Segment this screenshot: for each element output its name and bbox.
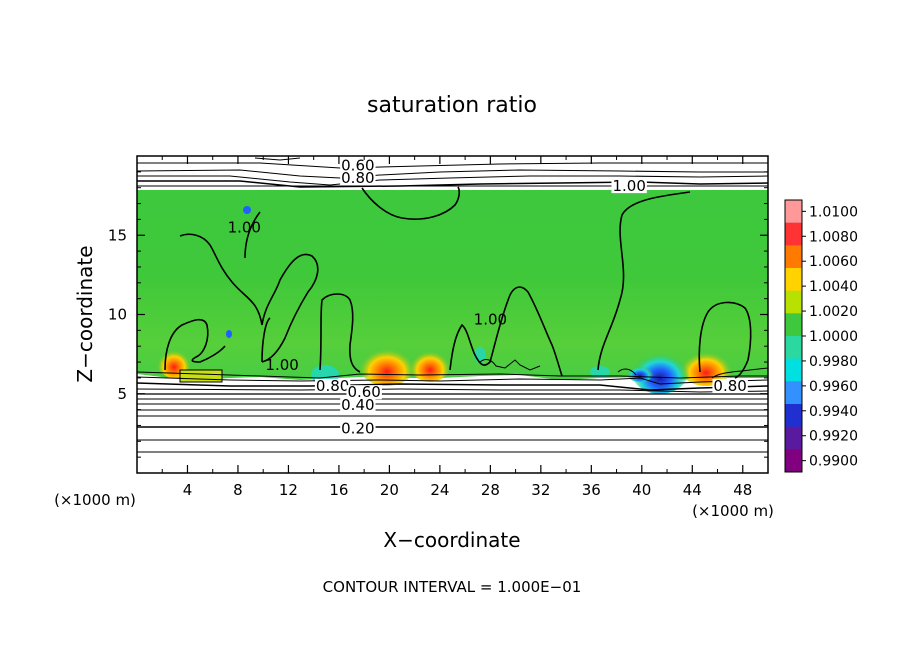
colorbar-swatch <box>785 381 802 405</box>
y-axis: 5 10 15 <box>108 171 768 458</box>
lower-contours <box>137 358 768 453</box>
x-tick-label: 8 <box>233 481 243 499</box>
x-tick-label: 4 <box>183 481 193 499</box>
colorbar-swatch <box>785 290 802 314</box>
x-axis-unit-right: (×1000 m) <box>692 502 774 520</box>
colorbar-label: 1.0020 <box>809 304 858 320</box>
x-tick-label: 36 <box>582 481 601 499</box>
contour-label-halo <box>340 171 376 186</box>
colorbar-swatch <box>785 404 802 428</box>
colorbar-swatch <box>785 449 802 473</box>
colorbar-swatch <box>785 313 802 337</box>
x-tick-label: 32 <box>531 481 550 499</box>
contour-label: 0.80 <box>316 377 349 395</box>
contour-label: 0.80 <box>713 377 746 395</box>
colorbar-label: 0.9940 <box>809 404 858 420</box>
colorbar-swatch <box>785 245 802 269</box>
contour-label: 0.40 <box>341 396 374 414</box>
contour-label: 0.60 <box>347 383 380 401</box>
saturation-field <box>137 190 768 382</box>
colorbar-label: 1.0060 <box>809 254 858 270</box>
plot-area <box>137 156 768 473</box>
cyan-patch <box>590 366 610 378</box>
yellow-cell <box>180 370 222 382</box>
x-tick-label: 40 <box>632 481 651 499</box>
contour-label: 1.00 <box>612 177 645 195</box>
contour-label: 1.00 <box>474 310 507 328</box>
saturation-contours <box>164 186 752 379</box>
colorbar-swatch <box>785 426 802 450</box>
contour-label-halo <box>340 158 376 173</box>
colorbar-swatch <box>785 222 802 246</box>
contour-label-halo <box>611 179 647 194</box>
x-tick-label: 28 <box>481 481 500 499</box>
cyan-patch <box>226 330 232 338</box>
contour-label: 0.20 <box>341 420 374 438</box>
y-axis-label: Z−coordinate <box>73 245 97 382</box>
contour-label-halo <box>314 378 351 393</box>
colorbar-label: 0.9920 <box>809 429 858 445</box>
x-tick-label: 16 <box>329 481 348 499</box>
x-tick-label: 20 <box>380 481 399 499</box>
contour-label-halo <box>346 385 382 400</box>
x-tick-label: 24 <box>430 481 449 499</box>
supersaturation-cell <box>678 342 734 386</box>
contour-labels: 0.600.80 1.001.001.001.000.800.600.400.20… <box>228 157 748 438</box>
colorbar-label: 1.0100 <box>809 204 858 220</box>
contour-label-halo <box>712 378 748 393</box>
colorbar-label: 0.9960 <box>809 379 858 395</box>
y-tick-label: 15 <box>108 226 127 244</box>
colorbar: 1.0100 1.0080 1.0060 1.0040 1.0020 1.0000 0.99… <box>784 199 858 473</box>
colorbar-label: 1.0000 <box>809 329 858 345</box>
contour-label: 0.80 <box>341 169 374 187</box>
y-tick-label: 10 <box>108 306 127 324</box>
colorbar-swatch <box>785 200 802 224</box>
colorbar-label: 0.9900 <box>809 454 858 470</box>
contour-label-halo <box>340 397 376 412</box>
subsaturation-cell <box>626 362 654 382</box>
colorbar-label: 1.0040 <box>809 279 858 295</box>
y-tick-label: 5 <box>117 385 127 403</box>
contour-label: 1.00 <box>265 356 298 374</box>
colorbar-label: 1.0080 <box>809 229 858 245</box>
contour-label-halo <box>340 421 376 436</box>
x-tick-label: 12 <box>279 481 298 499</box>
colorbar-swatch <box>785 268 802 292</box>
x-axis-label: X−coordinate <box>383 528 520 552</box>
x-tick-label: 44 <box>683 481 702 499</box>
x-tick-label: 48 <box>733 481 752 499</box>
cyan-patch <box>243 206 251 214</box>
colorbar-swatch <box>785 336 802 360</box>
colorbar-swatch <box>785 358 802 382</box>
colorbar-label: 0.9980 <box>809 354 858 370</box>
x-axis: 4 8 12 16 20 24 28 32 36 40 44 48 <box>161 156 752 499</box>
contour-label: 1.00 <box>228 218 261 236</box>
supersaturation-cell <box>408 342 452 382</box>
contour-interval-footer: CONTOUR INTERVAL = 1.000E−01 <box>323 578 582 596</box>
chart-title: saturation ratio <box>367 93 537 118</box>
contour-label: 0.60 <box>341 157 374 175</box>
x-axis-unit-left: (×1000 m) <box>54 491 136 509</box>
